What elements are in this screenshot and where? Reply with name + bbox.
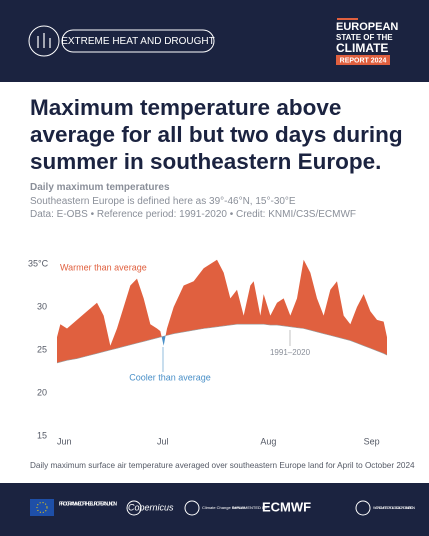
y-tick-label: 30 bbox=[37, 301, 47, 311]
header-graphics: EXTREME HEAT AND DROUGHT EUROPEAN STATE … bbox=[28, 18, 398, 65]
y-tick-label: 20 bbox=[37, 387, 47, 397]
y-tick-label: 15 bbox=[37, 430, 47, 440]
logo-badge-text: REPORT 2024 bbox=[340, 57, 387, 64]
logo-badge bbox=[336, 55, 390, 65]
y-tick-label: 35°C bbox=[28, 258, 49, 268]
title: Maximum temperature above average for al… bbox=[30, 95, 403, 174]
copernicus-icon bbox=[126, 500, 142, 516]
footer-text: Climate Change Service bbox=[202, 505, 246, 510]
wmo-icon bbox=[355, 500, 371, 516]
x-tick-label: Jun bbox=[57, 436, 72, 446]
logo-line: STATE OF THE bbox=[336, 33, 393, 42]
footer-logos: PROGRAMME OF THE EUROPEAN UNION Copernic… bbox=[30, 499, 415, 516]
annotation: Warmer than average bbox=[60, 262, 147, 272]
logo-line: CLIMATE bbox=[336, 41, 388, 55]
chart: 15 20 25 30 35°C Jun Jul Aug Sep Warmer than aver… bbox=[28, 258, 388, 446]
footer-text: WORLD METEOROLOGICAL ORGANIZATION bbox=[373, 505, 415, 510]
header: EXTREME HEAT AND DROUGHT EUROPEAN STATE … bbox=[0, 0, 429, 82]
tag-pill bbox=[61, 29, 215, 53]
annotation: Cooler than average bbox=[129, 372, 211, 382]
x-tick-label: Sep bbox=[364, 436, 380, 446]
footer: PROGRAMME OF THE EUROPEAN UNION Copernic… bbox=[0, 483, 429, 536]
y-tick-label: 25 bbox=[37, 344, 47, 354]
tag-icon bbox=[28, 25, 60, 57]
eu-flag bbox=[30, 499, 54, 516]
subtitle: Daily maximum temperatures bbox=[30, 182, 170, 193]
reference-line bbox=[56, 323, 388, 364]
warm-area bbox=[57, 259, 387, 363]
caption: Daily maximum surface air temperature av… bbox=[30, 461, 415, 470]
tag-icon-glyph bbox=[37, 33, 51, 48]
logo-line: EUROPEAN bbox=[336, 21, 398, 33]
footer-text: PROGRAMME OF THE EUROPEAN UNION bbox=[59, 501, 117, 507]
x-tick-label: Jul bbox=[157, 436, 169, 446]
eu-stars bbox=[36, 502, 48, 513]
footer-text: IMPLEMENTED BY bbox=[232, 505, 268, 510]
footer-text: ECMWF bbox=[262, 499, 311, 514]
legend-label: 1991–2020 bbox=[270, 348, 311, 357]
description: Data: E-OBS • Reference period: 1991-202… bbox=[30, 209, 357, 220]
footer-text: Copernicus bbox=[128, 502, 174, 512]
x-tick-label: Aug bbox=[260, 436, 276, 446]
description: Southeastern Europe is defined here as 3… bbox=[30, 196, 296, 207]
tag-text: EXTREME HEAT AND DROUGHT bbox=[61, 36, 215, 47]
c3s-icon bbox=[184, 500, 200, 516]
